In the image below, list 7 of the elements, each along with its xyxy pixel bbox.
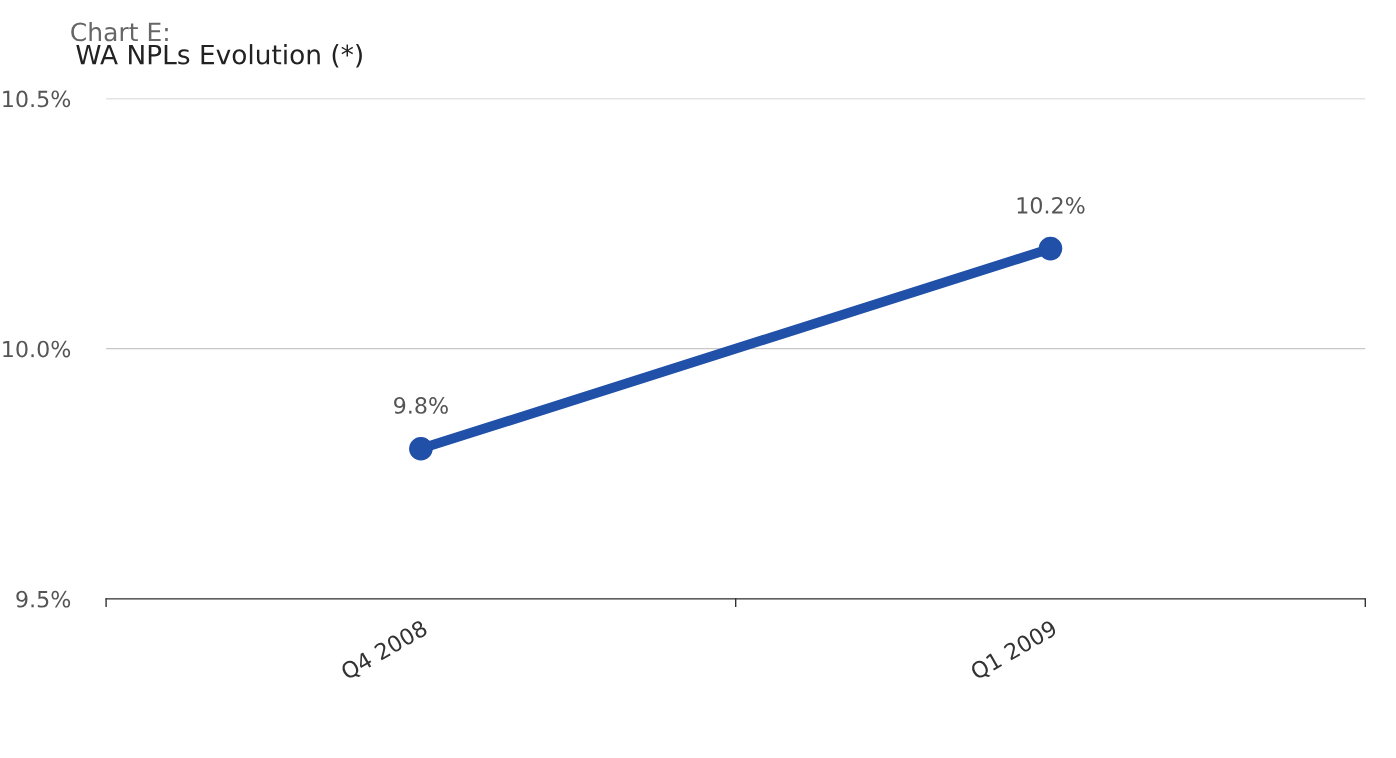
y-tick-label: 10.5% [3, 90, 71, 108]
chart-title: Chart E: [71, 22, 168, 42]
data-label: 10.2% [1017, 196, 1085, 214]
y-tick-label: 10.0% [3, 340, 71, 358]
y-tick-label: 9.5% [16, 590, 71, 608]
data-label: 9.8% [394, 397, 448, 414]
chart-subtitle: WA NPLs Evolution (*) [76, 44, 362, 68]
